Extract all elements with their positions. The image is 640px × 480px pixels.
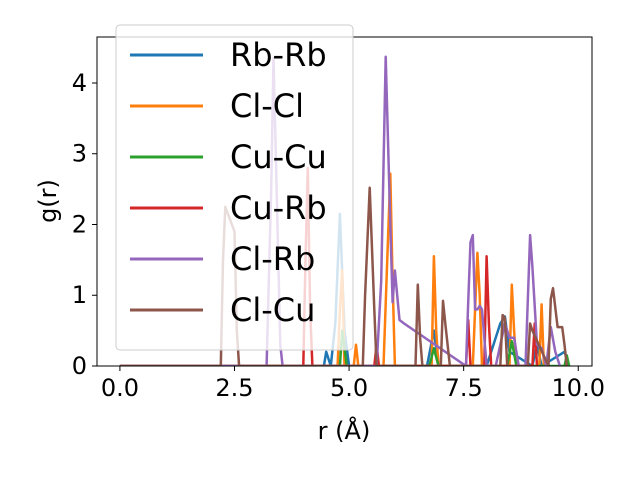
axes-layer: 0.0 2.5 5.0 7.5 10.0 0 1 2 3 4 [72, 69, 605, 402]
legend-label-cu-rb: Cu-Rb [230, 189, 327, 227]
legend: Rb-Rb Cl-Cl Cu-Cu Cu-Rb Cl-Rb Cl-Cu [115, 24, 354, 351]
series-line-cl-cu [119, 186, 569, 366]
legend-label-cl-cl: Cl-Cl [230, 87, 304, 125]
y-tick-label: 3 [72, 140, 87, 168]
legend-label-cl-cu: Cl-Cu [230, 291, 315, 329]
series-line-cl-rb [119, 55, 562, 366]
y-tick-label: 1 [72, 281, 87, 309]
x-tick-label: 7.5 [445, 374, 483, 402]
legend-label-cu-cu: Cu-Cu [230, 138, 327, 176]
x-axis-label: r (Å) [318, 416, 371, 445]
x-tick-label: 10.0 [552, 374, 605, 402]
y-axis-label: g(r) [34, 179, 62, 223]
x-tick-label: 2.5 [215, 374, 253, 402]
y-tick-label: 2 [72, 210, 87, 238]
y-tick-label: 4 [72, 69, 87, 97]
legend-label-cl-rb: Cl-Rb [230, 240, 315, 278]
x-tick-label: 5.0 [330, 374, 368, 402]
x-tick-label: 0.0 [101, 374, 139, 402]
legend-label-rb-rb: Rb-Rb [230, 36, 327, 74]
series-line-cl-cl [119, 172, 546, 366]
y-tick-label: 0 [72, 352, 87, 380]
